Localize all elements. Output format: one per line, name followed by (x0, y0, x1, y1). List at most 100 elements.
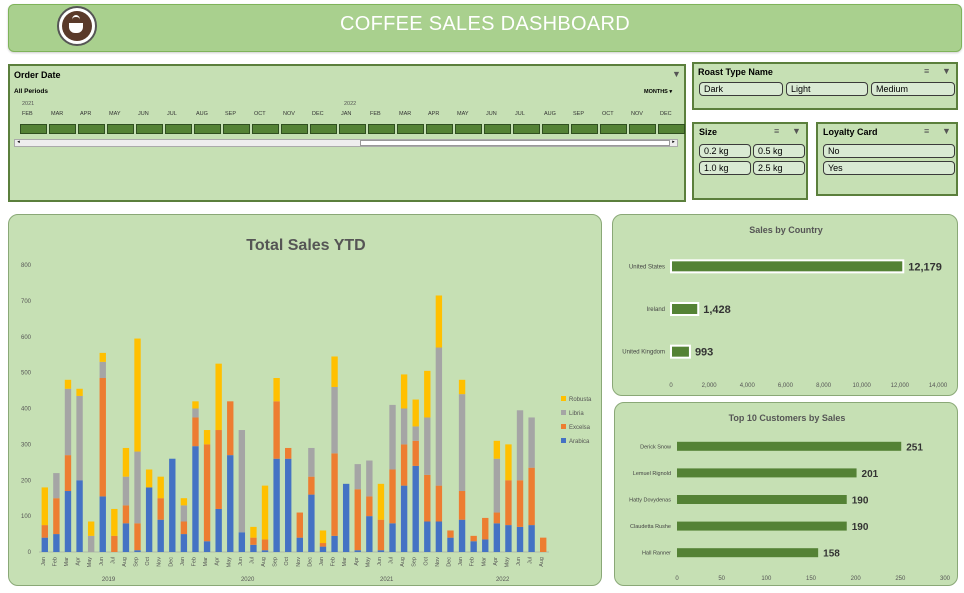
timeline-month-tile[interactable] (194, 124, 221, 134)
x-tick-label: Feb (52, 557, 58, 566)
multi-select-icon[interactable]: ≡ (924, 126, 930, 136)
timeline-scrollbar[interactable]: ◂ ▸ (14, 139, 678, 147)
size-slicer[interactable]: Size ≡ ▼ 0.2 kg 0.5 kg 1.0 kg 2.5 kg (692, 122, 808, 200)
timeline-month-label: MAY (109, 111, 121, 117)
bar-segment-robusta (145, 469, 153, 488)
country-bar (670, 302, 700, 316)
clear-filter-icon[interactable]: ▼ (942, 126, 951, 136)
clear-filter-icon[interactable]: ▼ (942, 66, 951, 76)
bar-segment-arabica (64, 491, 72, 552)
bar-segment-excelsa (134, 523, 141, 551)
bar-segment-excelsa (99, 378, 106, 497)
timeline-month-tile[interactable] (600, 124, 627, 134)
y-tick-label: 200 (21, 478, 32, 484)
bar-segment-excelsa (319, 543, 327, 547)
bar-segment-excelsa (400, 444, 408, 486)
timeline-month-label: FEB (22, 111, 33, 117)
country-value-label: 12,179 (908, 261, 942, 273)
x-tick-label: Aug (122, 557, 128, 567)
x-tick-label: Jun (238, 557, 244, 566)
bar-segment-arabica (145, 487, 153, 552)
year-label: 2021 (380, 577, 394, 583)
x-tick-label: Apr (354, 557, 360, 566)
bar-segment-arabica (342, 483, 350, 552)
bar-segment-libria (516, 410, 524, 481)
bar-segment-libria (412, 426, 419, 441)
size-option-2-5[interactable]: 2.5 kg (753, 161, 805, 175)
bar-segment-libria (64, 388, 72, 456)
country-x-tick-label: 8,000 (816, 383, 832, 389)
roast-option-dark[interactable]: Dark (699, 82, 783, 96)
timeline-month-tile[interactable] (78, 124, 105, 134)
timeline-months[interactable]: FEB MAR APR MAY JUN JUL AUG SEP OCT NOV DEC JAN FEB M… (10, 111, 688, 141)
size-option-1-0[interactable]: 1.0 kg (699, 161, 751, 175)
scroll-right-icon[interactable]: ▸ (672, 139, 675, 145)
timeline-month-tile[interactable] (542, 124, 569, 134)
country-x-tick-label: 12,000 (891, 383, 910, 389)
scroll-left-icon[interactable]: ◂ (17, 139, 20, 145)
bar-segment-robusta (41, 487, 48, 526)
clear-filter-icon[interactable]: ▼ (792, 126, 801, 136)
loyalty-card-slicer[interactable]: Loyalty Card ≡ ▼ No Yes (816, 122, 958, 196)
timeline-month-tile[interactable] (107, 124, 134, 134)
x-tick-label: Apr (76, 557, 82, 566)
clear-filter-icon[interactable]: ▼ (672, 69, 681, 79)
bar-segment-libria (87, 535, 95, 552)
multi-select-icon[interactable]: ≡ (774, 126, 780, 136)
timeline-month-tile[interactable] (281, 124, 308, 134)
x-tick-label: Jul (528, 557, 534, 564)
roast-option-medium[interactable]: Medium (871, 82, 955, 96)
size-option-0-5[interactable]: 0.5 kg (753, 144, 805, 158)
year-label-2022: 2022 (344, 101, 357, 107)
x-tick-label: Mar (203, 557, 209, 567)
bar-segment-arabica (99, 496, 106, 552)
loyalty-option-no[interactable]: No (823, 144, 955, 158)
customer-x-tick-label: 50 (718, 576, 725, 582)
loyalty-option-yes[interactable]: Yes (823, 161, 955, 175)
timeline-month-tile[interactable] (252, 124, 279, 134)
bar-segment-arabica (238, 532, 246, 552)
timeline-month-tile[interactable] (310, 124, 337, 134)
bar-segment-excelsa (41, 525, 48, 538)
timeline-month-tile[interactable] (426, 124, 453, 134)
timeline-month-tile[interactable] (658, 124, 685, 134)
size-option-0-2[interactable]: 0.2 kg (699, 144, 751, 158)
timeline-month-tile[interactable] (455, 124, 482, 134)
bar-segment-arabica (389, 523, 396, 552)
bar-segment-arabica (505, 525, 512, 552)
timeline-month-tile[interactable] (20, 124, 47, 134)
bar-segment-libria (435, 347, 443, 486)
timeline-month-tile[interactable] (165, 124, 192, 134)
bar-segment-robusta (250, 526, 257, 538)
timeline-month-label: OCT (254, 111, 266, 117)
timeline-month-tile[interactable] (49, 124, 76, 134)
bar-segment-excelsa (377, 519, 385, 551)
multi-select-icon[interactable]: ≡ (924, 66, 930, 76)
timeline-month-tile[interactable] (484, 124, 511, 134)
bar-segment-arabica (122, 523, 130, 552)
timeline-month-tile[interactable] (571, 124, 598, 134)
bar-segment-arabica (331, 535, 338, 552)
country-x-tick-label: 0 (669, 383, 673, 389)
roast-type-slicer[interactable]: Roast Type Name ≡ ▼ Dark Light Medium (692, 62, 958, 110)
timeline-month-tile[interactable] (629, 124, 656, 134)
timeline-month-tile[interactable] (397, 124, 424, 134)
dashboard-title: COFFEE SALES DASHBOARD (340, 13, 630, 35)
roast-option-light[interactable]: Light (786, 82, 868, 96)
bar-segment-excelsa (482, 517, 489, 540)
timeline-month-tile[interactable] (513, 124, 540, 134)
order-date-slicer[interactable]: Order Date ▼ All Periods MONTHS ▾ 2021 2… (8, 64, 686, 202)
size-title: Size (699, 127, 718, 137)
timeline-month-tile[interactable] (223, 124, 250, 134)
timeline-month-tile[interactable] (368, 124, 395, 134)
timeline-month-tile[interactable] (136, 124, 163, 134)
bar-segment-excelsa (250, 537, 257, 545)
bar-segment-excelsa (192, 417, 199, 447)
customer-category-label: Hall Ranner (642, 551, 671, 557)
x-tick-label: Dec (168, 557, 174, 567)
scroll-thumb[interactable] (360, 140, 670, 146)
timeline-month-tile[interactable] (339, 124, 366, 134)
timeline-level-select[interactable]: MONTHS ▾ (644, 89, 673, 95)
y-tick-label: 400 (21, 407, 32, 413)
bar-segment-robusta (203, 430, 211, 445)
